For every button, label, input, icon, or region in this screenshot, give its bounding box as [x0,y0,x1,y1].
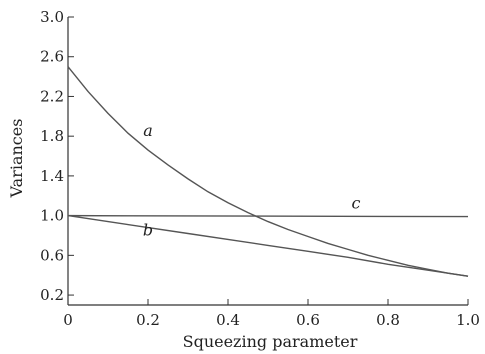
series-line-b [67,214,469,277]
x-tick-label: 0.4 [216,311,240,329]
y-tick-label: 3.0 [40,8,64,26]
curve-label-b: b [143,220,153,239]
y-tick-label: 2.6 [40,48,64,66]
x-tick-label: 1.0 [456,311,480,329]
x-axis-title: Squeezing parameter [183,332,358,351]
series-line-c [67,214,469,218]
series-lines [67,66,469,277]
y-tick-label: 0.2 [40,286,64,304]
y-tick-label: 1.8 [40,127,64,145]
y-tick-label: 1.4 [40,167,64,185]
y-tick-label: 2.2 [40,87,64,105]
ticks: 0 0.2 0.4 0.6 0.8 1.0 0.2 0.6 1.0 1.4 1.8 2.2 2.6 3.0 [40,8,480,329]
y-axis-title: Variances [7,119,26,199]
curve-label-a: a [143,121,153,140]
series-line-a [67,66,469,277]
axes [67,17,468,306]
curve-labels: a b c [143,121,361,239]
y-tick-label: 1.0 [40,207,64,225]
x-tick-label: 0.2 [136,311,160,329]
curve-label-c: c [352,194,361,213]
y-tick-label: 0.6 [40,246,64,264]
x-tick-label: 0 [63,311,73,329]
x-tick-label: 0.6 [296,311,320,329]
x-tick-label: 0.8 [376,311,400,329]
